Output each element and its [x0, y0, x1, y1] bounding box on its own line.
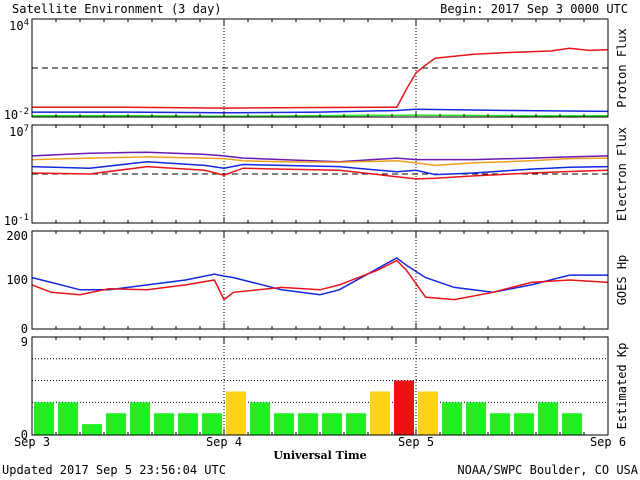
- kp-bar: [418, 391, 438, 435]
- kp-bar: [82, 424, 102, 435]
- kp-bar: [442, 402, 462, 435]
- y-tick-label-top: 104: [9, 18, 29, 33]
- begin-time: Begin: 2017 Sep 3 0000 UTC: [440, 2, 628, 16]
- y-tick-label: 200: [6, 229, 28, 243]
- series-line-red: [31, 259, 609, 301]
- y-tick-label-bottom: 10-2: [4, 107, 29, 122]
- panel-goes-hp: 200 100 0 GOES Hp: [6, 229, 629, 336]
- plot-panels: 104 10-2 Proton Flux 107 10-1 Electron Flux 20…: [4, 18, 629, 449]
- x-tick-label: Sep 5: [398, 435, 434, 449]
- y-tick-label: 100: [6, 273, 28, 287]
- kp-bar: [490, 413, 510, 435]
- kp-bar: [130, 402, 150, 435]
- panel-estimated-kp: 9 0 Estimated Kp: [21, 335, 629, 442]
- x-tick-label: Sep 4: [206, 435, 242, 449]
- panel-label: Proton Flux: [615, 28, 629, 107]
- kp-bar: [322, 413, 342, 435]
- series-line-red: [32, 47, 609, 109]
- kp-bar: [178, 413, 198, 435]
- panel-proton-flux: 104 10-2 Proton Flux: [4, 18, 629, 122]
- panel-label: Estimated Kp: [615, 343, 629, 430]
- updated-time: Updated 2017 Sep 5 23:56:04 UTC: [2, 463, 226, 477]
- series-line-orange: [31, 156, 609, 167]
- x-axis-title: Universal Time: [273, 449, 366, 462]
- kp-bar: [58, 402, 78, 435]
- y-tick-label: 0: [21, 428, 28, 442]
- kp-bar: [274, 413, 294, 435]
- kp-bar: [370, 391, 390, 435]
- chart-title: Satellite Environment (3 day): [12, 2, 222, 16]
- x-tick-label: Sep 6: [590, 435, 626, 449]
- panel-label: GOES Hp: [615, 255, 629, 306]
- series-line-blue: [31, 161, 609, 176]
- kp-bar: [202, 413, 222, 435]
- series-line-red: [31, 165, 609, 180]
- credit-text: NOAA/SWPC Boulder, CO USA: [457, 463, 638, 477]
- kp-bar: [346, 413, 366, 435]
- y-tick-label-top: 107: [9, 124, 29, 139]
- panel-electron-flux: 107 10-1 Electron Flux: [4, 124, 629, 228]
- panel-frame: [31, 18, 609, 118]
- kp-bar: [562, 413, 582, 435]
- kp-bar: [394, 380, 414, 435]
- kp-bar: [34, 402, 54, 435]
- y-tick-label-bottom: 10-1: [4, 213, 29, 228]
- y-tick-label: 9: [21, 335, 28, 349]
- panel-label: Electron Flux: [615, 127, 629, 221]
- panel-frame: [31, 230, 609, 330]
- kp-bar: [154, 413, 174, 435]
- kp-bar: [106, 413, 126, 435]
- kp-bar: [250, 402, 270, 435]
- x-tick-label: Sep 3: [14, 435, 50, 449]
- kp-bar: [538, 402, 558, 435]
- series-line-blue: [32, 108, 609, 114]
- kp-bar: [466, 402, 486, 435]
- kp-bar: [298, 413, 318, 435]
- kp-bar: [226, 391, 246, 435]
- y-tick-label: 0: [21, 322, 28, 336]
- kp-bar: [514, 413, 534, 435]
